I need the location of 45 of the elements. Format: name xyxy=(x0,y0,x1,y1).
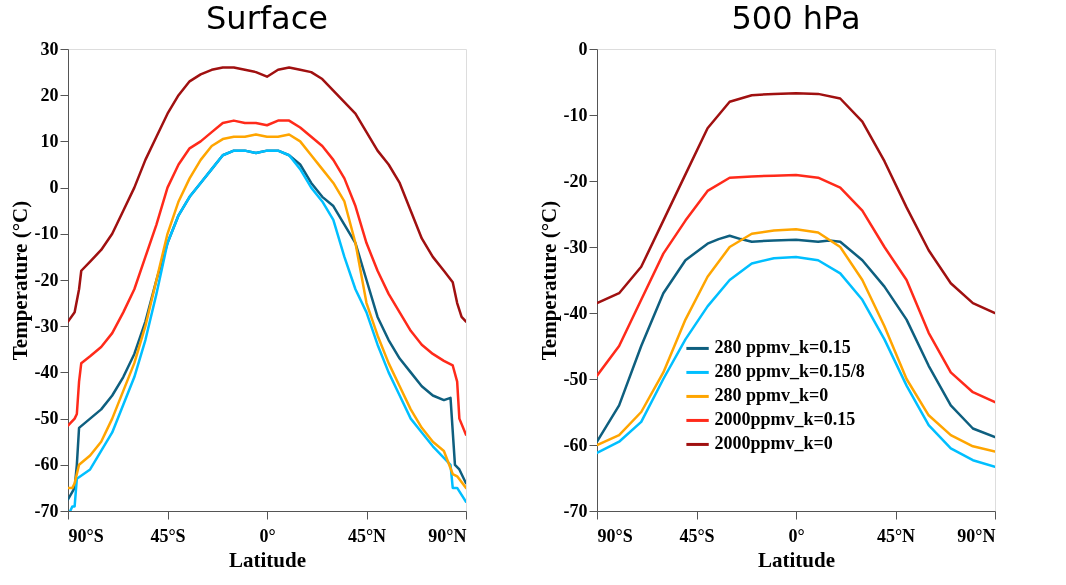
y-tick-label: -30 xyxy=(34,315,59,336)
legend-label: 280 ppmv_k=0.15/8 xyxy=(714,361,865,382)
y-tick-label: 10 xyxy=(40,130,59,151)
y-tick-label: -20 xyxy=(34,269,59,290)
y-tick-label: -70 xyxy=(563,500,588,521)
y-tick-label: 0 xyxy=(578,38,588,59)
chart-title: Surface xyxy=(206,0,328,37)
x-tick-label: 90°N xyxy=(957,525,996,546)
x-tick-label: 45°S xyxy=(150,525,186,546)
y-tick-label: -10 xyxy=(563,104,588,125)
y-tick-label: -50 xyxy=(563,368,588,389)
y-axis-title: Temperature (°C) xyxy=(7,200,32,361)
x-tick-label: 45°S xyxy=(679,525,715,546)
chart-title: 500 hPa xyxy=(731,0,861,37)
y-axis-title: Temperature (°C) xyxy=(536,200,561,361)
y-tick-label: -60 xyxy=(563,434,588,455)
line-series xyxy=(68,66,466,323)
y-tick-label: 0 xyxy=(49,177,59,198)
x-axis-title: Latitude xyxy=(757,547,836,572)
x-tick-label: 45°N xyxy=(876,525,916,546)
line-series xyxy=(597,173,995,404)
x-tick-label: 90°S xyxy=(597,525,633,546)
x-tick-label: 90°S xyxy=(68,525,104,546)
y-tick-label: -10 xyxy=(34,223,59,244)
legend-label: 280 ppmv_k=0 xyxy=(714,385,829,406)
x-tick-label: 0° xyxy=(259,525,276,546)
y-tick-label: 30 xyxy=(40,38,59,59)
line-series xyxy=(68,119,466,437)
line-series xyxy=(597,91,995,315)
y-tick-label: -50 xyxy=(34,408,59,429)
legend-label: 280 ppmv_k=0.15 xyxy=(714,337,851,358)
y-tick-label: -60 xyxy=(34,454,59,475)
y-tick-label: 20 xyxy=(40,84,59,105)
y-tick-label: -40 xyxy=(34,361,59,382)
y-tick-label: -20 xyxy=(563,170,588,191)
legend-label: 2000ppmv_k=0.15 xyxy=(714,409,856,430)
x-tick-label: 0° xyxy=(788,525,805,546)
y-tick-label: -40 xyxy=(563,302,588,323)
x-tick-label: 45°N xyxy=(347,525,387,546)
x-tick-label: 90°N xyxy=(428,525,467,546)
y-tick-label: -30 xyxy=(563,236,588,257)
y-tick-label: -70 xyxy=(34,500,59,521)
x-axis-title: Latitude xyxy=(228,547,307,572)
line-series xyxy=(597,255,995,469)
legend-label: 2000ppmv_k=0 xyxy=(714,433,833,454)
